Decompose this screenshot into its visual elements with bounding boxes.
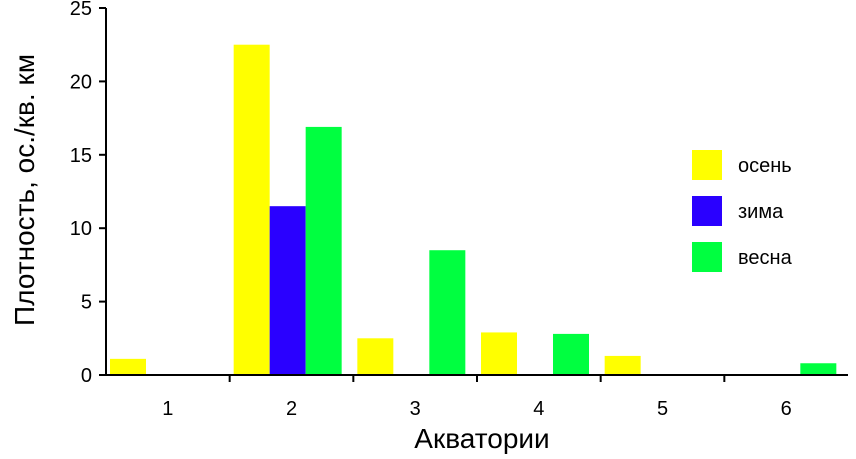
y-tick-label: 20 [70, 71, 92, 93]
y-tick-label: 0 [81, 365, 92, 387]
x-axis-label: Акватории [414, 423, 549, 454]
x-tick-label: 2 [286, 398, 297, 420]
axes [105, 8, 848, 376]
bar-осень-5 [604, 355, 641, 375]
y-axis-label: Плотность, ос./кв. км [9, 54, 40, 326]
x-tick-label: 5 [657, 398, 668, 420]
legend-label-весна: весна [738, 247, 793, 269]
legend-swatch-весна [692, 242, 722, 272]
legend-swatch-осень [692, 150, 722, 180]
bar-осень-3 [357, 338, 394, 375]
x-tick-label: 6 [781, 398, 792, 420]
y-tick-label: 15 [70, 145, 92, 167]
x-tick-label: 3 [410, 398, 421, 420]
bar-весна-3 [429, 250, 466, 375]
bar-весна-2 [305, 126, 342, 376]
bar-осень-2 [233, 44, 270, 375]
x-axis-ticks: 1 2 3 4 5 6 [162, 375, 792, 420]
x-tick-label: 1 [162, 398, 173, 420]
y-axis-ticks: 0 5 10 15 20 25 [70, 0, 106, 387]
legend-swatch-зима [692, 196, 722, 226]
bars-group [110, 44, 837, 376]
y-tick-label: 5 [81, 292, 92, 314]
x-tick-label: 4 [533, 398, 544, 420]
legend-label-осень: осень [738, 155, 792, 177]
bar-весна-6 [800, 363, 837, 375]
bar-осень-4 [481, 332, 517, 375]
y-tick-label: 10 [70, 218, 92, 240]
legend: осень зима весна [692, 150, 793, 272]
bar-зима-2 [269, 206, 306, 375]
legend-label-зима: зима [738, 201, 784, 223]
bar-осень-1 [110, 358, 146, 375]
bar-весна-4 [553, 333, 589, 375]
y-tick-label: 25 [70, 0, 92, 20]
